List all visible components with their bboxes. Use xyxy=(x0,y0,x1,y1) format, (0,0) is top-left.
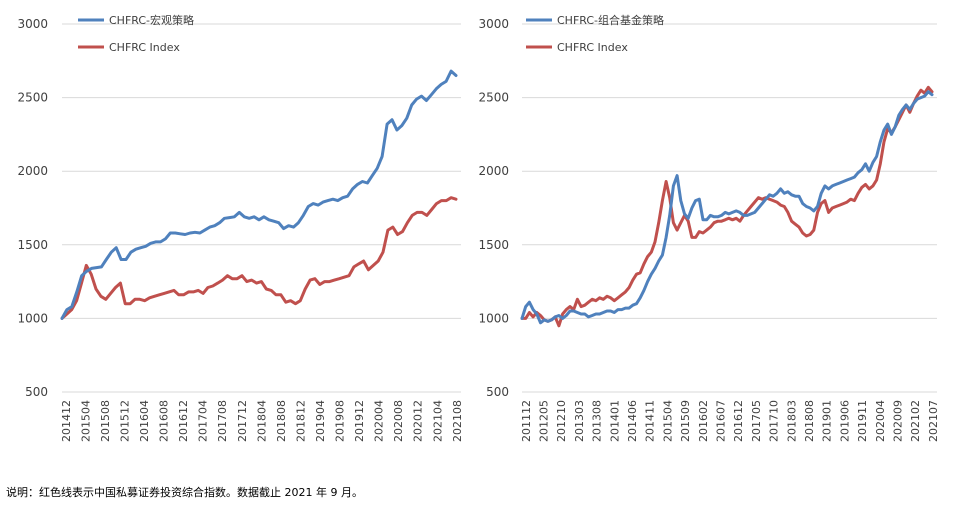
x-tick-label: 201612 xyxy=(732,400,745,442)
x-tick-label: 201808 xyxy=(803,400,816,442)
x-tick-label: 201508 xyxy=(99,400,112,442)
x-tick-label: 201708 xyxy=(216,400,229,442)
x-tick-label: 201712 xyxy=(236,400,249,442)
x-tick-label: 202004 xyxy=(874,400,887,442)
x-tick-label: 202009 xyxy=(891,400,904,442)
x-tick-label: 201911 xyxy=(856,400,869,442)
x-tick-label: 201412 xyxy=(60,400,73,442)
x-tick-label: 201509 xyxy=(679,400,692,442)
x-tick-label: 201705 xyxy=(750,400,763,442)
legend-label: CHFRC Index xyxy=(557,41,628,54)
x-tick-label: 201308 xyxy=(591,400,604,442)
x-tick-label: 201908 xyxy=(334,400,347,442)
x-tick-label: 201803 xyxy=(785,400,798,442)
series-line-1 xyxy=(520,85,934,328)
x-tick-label: 201607 xyxy=(715,400,728,442)
y-tick-label: 2000 xyxy=(478,164,509,178)
x-tick-label: 201904 xyxy=(314,400,327,442)
x-tick-label: 201602 xyxy=(697,400,710,442)
x-tick-label: 201901 xyxy=(821,400,834,442)
x-tick-label: 201512 xyxy=(119,400,132,442)
x-tick-label: 202102 xyxy=(909,400,922,442)
y-tick-label: 3000 xyxy=(17,17,48,31)
x-tick-label: 201704 xyxy=(197,400,210,442)
x-tick-label: 201401 xyxy=(608,400,621,442)
x-tick-label: 201912 xyxy=(353,400,366,442)
series-line-0 xyxy=(520,90,934,325)
y-tick-label: 2500 xyxy=(478,91,509,105)
y-tick-label: 3000 xyxy=(478,17,509,31)
x-tick-label: 201808 xyxy=(275,400,288,442)
x-tick-label: 201112 xyxy=(520,400,533,442)
x-tick-label: 201710 xyxy=(768,400,781,442)
chart-macro-strategy: 500 1000 1500 2000 2500 3000 201412 201504 20150… xyxy=(17,13,463,442)
y-tick-label: 1500 xyxy=(478,238,509,252)
legend-label: CHFRC-组合基金策略 xyxy=(557,13,664,27)
x-tick-label: 201604 xyxy=(138,400,151,442)
x-tick-label: 202107 xyxy=(927,400,940,442)
x-tick-label: 201303 xyxy=(573,400,586,442)
chart-fund-of-funds-strategy: 500 1000 1500 2000 2500 3000 201112 201205 20121… xyxy=(478,13,939,442)
x-tick-label: 202008 xyxy=(392,400,405,442)
y-tick-label: 2000 xyxy=(17,164,48,178)
x-tick-label: 201504 xyxy=(661,400,674,442)
x-tick-label: 202012 xyxy=(412,400,425,442)
x-tick-label: 201804 xyxy=(255,400,268,442)
x-tick-label: 201608 xyxy=(158,400,171,442)
x-tick-label: 201812 xyxy=(294,400,307,442)
y-tick-label: 2500 xyxy=(17,91,48,105)
y-tick-label: 1000 xyxy=(478,311,509,325)
legend-label: CHFRC Index xyxy=(109,41,180,54)
x-tick-label: 201406 xyxy=(626,400,639,442)
y-tick-label: 1500 xyxy=(17,238,48,252)
x-tick-label: 202108 xyxy=(451,400,464,442)
x-tick-label: 201210 xyxy=(555,400,568,442)
y-tick-label: 500 xyxy=(486,385,509,399)
x-tick-label: 202104 xyxy=(431,400,444,442)
y-tick-label: 1000 xyxy=(17,311,48,325)
y-tick-label: 500 xyxy=(25,385,48,399)
series-line-1 xyxy=(60,196,458,320)
series-line-0 xyxy=(60,69,458,320)
x-tick-label: 201906 xyxy=(838,400,851,442)
x-tick-label: 201612 xyxy=(177,400,190,442)
x-tick-label: 202004 xyxy=(373,400,386,442)
x-tick-label: 201411 xyxy=(644,400,657,442)
x-tick-label: 201205 xyxy=(538,400,551,442)
legend-label: CHFRC-宏观策略 xyxy=(109,13,194,27)
footnote: 说明：红色线表示中国私募证券投资综合指数。数据截止 2021 年 9 月。 xyxy=(6,486,363,499)
x-tick-label: 201504 xyxy=(79,400,92,442)
